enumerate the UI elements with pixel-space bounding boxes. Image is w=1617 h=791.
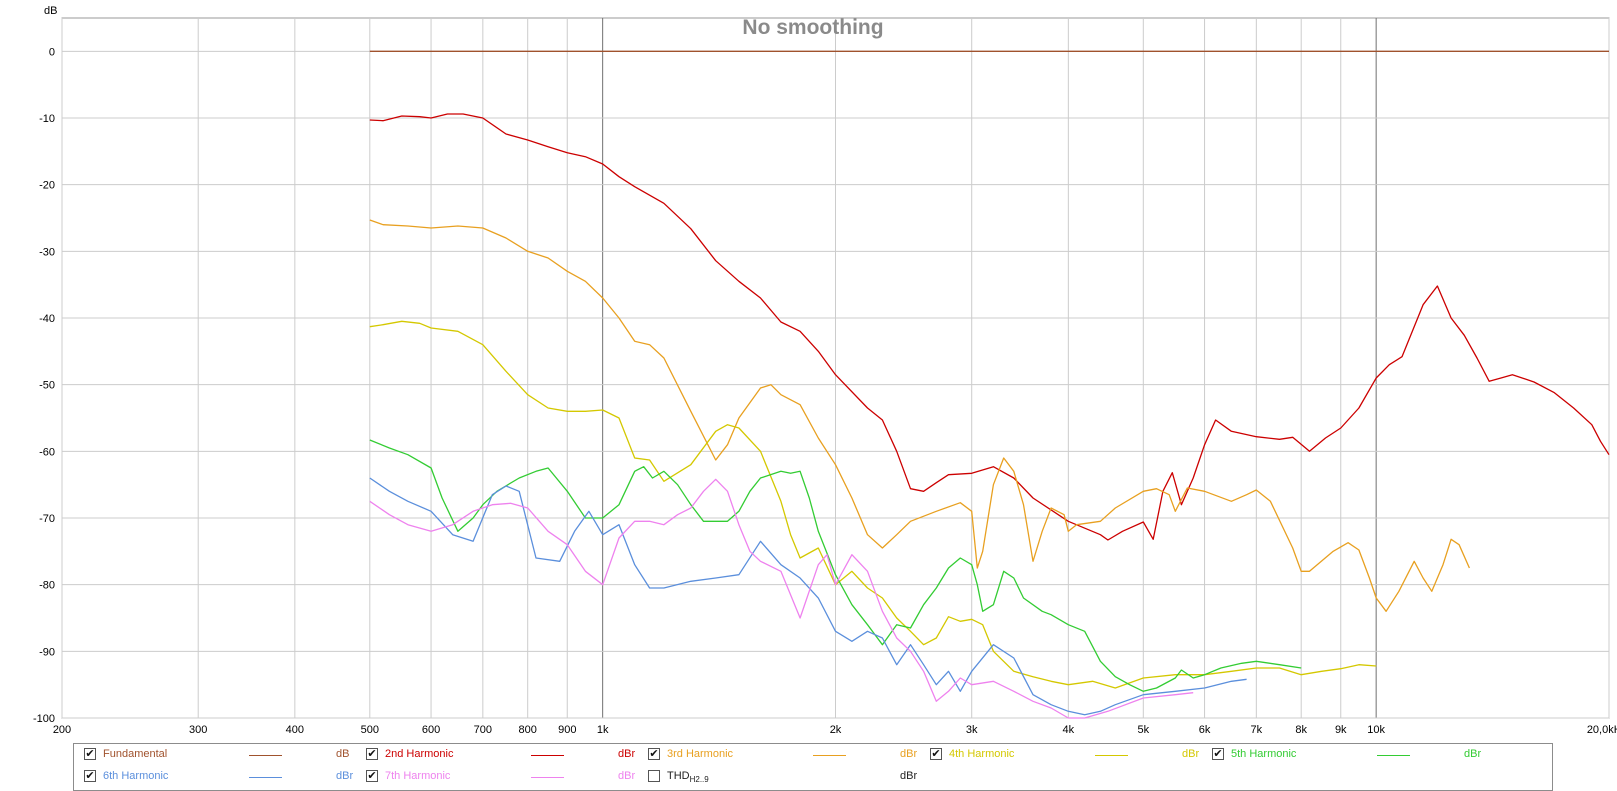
legend-label: 7th Harmonic	[385, 770, 450, 782]
legend-label: Fundamental	[103, 748, 167, 760]
chart-title: No smoothing	[742, 16, 883, 39]
legend-item: ✔ 7th Harmonic dBr	[366, 768, 641, 786]
legend-item: ✔ 5th Harmonic dBr	[1212, 746, 1487, 764]
legend-label-text: 5th Harmonic	[1231, 748, 1297, 760]
x-tick-label: 300	[189, 724, 207, 736]
series-line-3	[369, 219, 1470, 612]
legend-unit: dBr	[336, 770, 354, 782]
x-tick-label: 10k	[1367, 724, 1385, 736]
legend-line-swatch	[1095, 755, 1128, 756]
legend-unit: dBr	[618, 770, 636, 782]
legend-label: 3rd Harmonic	[667, 748, 733, 760]
y-tick-label: -30	[39, 246, 55, 258]
legend-checkbox[interactable]: ✔	[84, 748, 96, 760]
y-tick-label: -10	[39, 113, 55, 125]
x-tick-label: 500	[361, 724, 379, 736]
legend-line-swatch	[813, 755, 846, 756]
legend-label: 6th Harmonic	[103, 770, 168, 782]
legend-item: ✔ 2nd Harmonic dBr	[366, 746, 641, 764]
legend-checkbox[interactable]	[648, 770, 660, 782]
y-tick-label: -100	[33, 713, 55, 725]
legend-label-text: Fundamental	[103, 748, 168, 760]
x-tick-label: 6k	[1199, 724, 1211, 736]
x-tick-label: 7k	[1251, 724, 1263, 736]
legend-checkbox[interactable]: ✔	[648, 748, 660, 760]
thd-chart: 200 300 400 500 600 700 800 900 1k 2k 3k 4k 5k 6k 7k 8k…	[33, 5, 1617, 736]
y-tick-label: 0	[49, 46, 55, 58]
series-line-6	[369, 477, 1247, 716]
x-tick-label: 400	[286, 724, 304, 736]
legend-checkbox[interactable]: ✔	[366, 748, 378, 760]
legend-label: 2nd Harmonic	[385, 748, 453, 760]
y-tick-label: -40	[39, 313, 55, 325]
legend-item: THDH2..9 dBr	[648, 768, 923, 786]
x-tick-label: 900	[558, 724, 576, 736]
y-axis-label: dB	[44, 5, 57, 17]
x-tick-label: 9k	[1335, 724, 1347, 736]
legend-label: THDH2..9	[667, 770, 709, 784]
y-tick-label: -50	[39, 380, 55, 392]
x-tick-label: 4k	[1063, 724, 1075, 736]
x-tick-label: 20,0kHz	[1587, 724, 1617, 736]
legend-unit: dB	[336, 748, 350, 760]
y-tick-label: -80	[39, 580, 55, 592]
legend-checkbox[interactable]: ✔	[84, 770, 96, 782]
legend-label-text: 3rd Harmonic	[667, 748, 734, 760]
legend-item: ✔ 6th Harmonic dBr	[84, 768, 359, 786]
legend-label: 4th Harmonic	[949, 748, 1014, 760]
x-tick-label: 1k	[597, 724, 609, 736]
y-tick-label: -90	[39, 646, 55, 658]
legend-line-swatch	[249, 755, 282, 756]
y-tick-label: -60	[39, 446, 55, 458]
legend-line-swatch	[531, 755, 564, 756]
legend-item: ✔ 3rd Harmonic dBr	[648, 746, 923, 764]
x-tick-label: 3k	[966, 724, 978, 736]
legend-checkbox[interactable]: ✔	[1212, 748, 1224, 760]
legend-label-text: 6th Harmonic	[103, 770, 169, 782]
legend-unit: dBr	[1464, 748, 1482, 760]
legend-unit: dBr	[900, 770, 918, 782]
series-line-7	[369, 478, 1194, 719]
legend-unit: dBr	[618, 748, 636, 760]
legend-unit: dBr	[900, 748, 918, 760]
x-tick-label: 5k	[1137, 724, 1149, 736]
series-line-5	[369, 439, 1302, 692]
x-tick-label: 600	[422, 724, 440, 736]
legend: ✔ Fundamental dB ✔ 2nd Harmonic dBr ✔ 3rd Harmo…	[73, 743, 1553, 791]
legend-line-swatch	[531, 777, 564, 778]
legend-line-swatch	[249, 777, 282, 778]
legend-label-text: 2nd Harmonic	[385, 748, 454, 760]
legend-label-text: 7th Harmonic	[385, 770, 451, 782]
x-tick-label: 800	[519, 724, 537, 736]
legend-checkbox[interactable]: ✔	[930, 748, 942, 760]
y-axis-ticks: 0 -10 -20 -30 -40 -50 -60 -70 -80 -90 -100	[33, 46, 55, 725]
legend-label-subscript: H2..9	[689, 775, 709, 785]
series-line-2	[369, 113, 1610, 541]
legend-unit: dBr	[1182, 748, 1200, 760]
series-line-4	[369, 320, 1377, 689]
legend-checkbox[interactable]: ✔	[366, 770, 378, 782]
y-tick-label: -70	[39, 513, 55, 525]
legend-item: ✔ 4th Harmonic dBr	[930, 746, 1205, 764]
legend-label-text: 4th Harmonic	[949, 748, 1015, 760]
x-tick-label: 200	[53, 724, 71, 736]
legend-item: ✔ Fundamental dB	[84, 746, 359, 764]
legend-line-swatch	[1377, 755, 1410, 756]
legend-label: 5th Harmonic	[1231, 748, 1296, 760]
x-tick-label: 700	[474, 724, 492, 736]
grid	[61, 18, 1610, 719]
x-tick-label: 2k	[830, 724, 842, 736]
legend-label-text: THD	[667, 770, 690, 782]
y-tick-label: -20	[39, 180, 55, 192]
series-lines	[369, 50, 1610, 719]
x-axis-ticks: 200 300 400 500 600 700 800 900 1k 2k 3k 4k 5k 6k 7k 8k…	[53, 724, 1617, 736]
x-tick-label: 8k	[1295, 724, 1307, 736]
